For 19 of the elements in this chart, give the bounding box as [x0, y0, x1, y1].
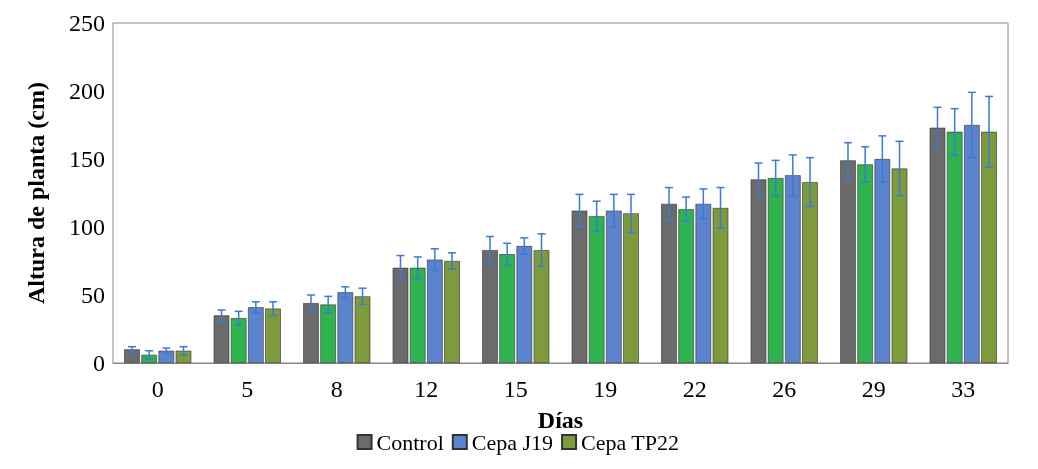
x-tick-label: 12: [414, 376, 439, 402]
x-tick-label: 5: [241, 376, 254, 402]
x-tick-label: 26: [772, 376, 797, 402]
x-tick-label: 0: [151, 376, 164, 402]
y-tick-label: 150: [69, 146, 105, 172]
y-tick-label: 0: [93, 350, 105, 376]
x-tick-label: 19: [593, 376, 618, 402]
x-tick-label: 33: [951, 376, 976, 402]
legend-label: Cepa TP22: [581, 429, 680, 455]
y-axis-title: Altura de planta (cm): [23, 82, 49, 304]
y-tick-label: 50: [81, 282, 105, 308]
x-tick-label: 22: [682, 376, 707, 402]
y-tick-label: 250: [69, 10, 105, 36]
x-tick-label: 15: [503, 376, 528, 402]
legend-label: Control: [376, 429, 444, 455]
x-tick-label: 29: [861, 376, 886, 402]
y-tick-label: 100: [69, 214, 105, 240]
y-tick-label: 200: [69, 78, 105, 104]
x-tick-label: 8: [330, 376, 343, 402]
